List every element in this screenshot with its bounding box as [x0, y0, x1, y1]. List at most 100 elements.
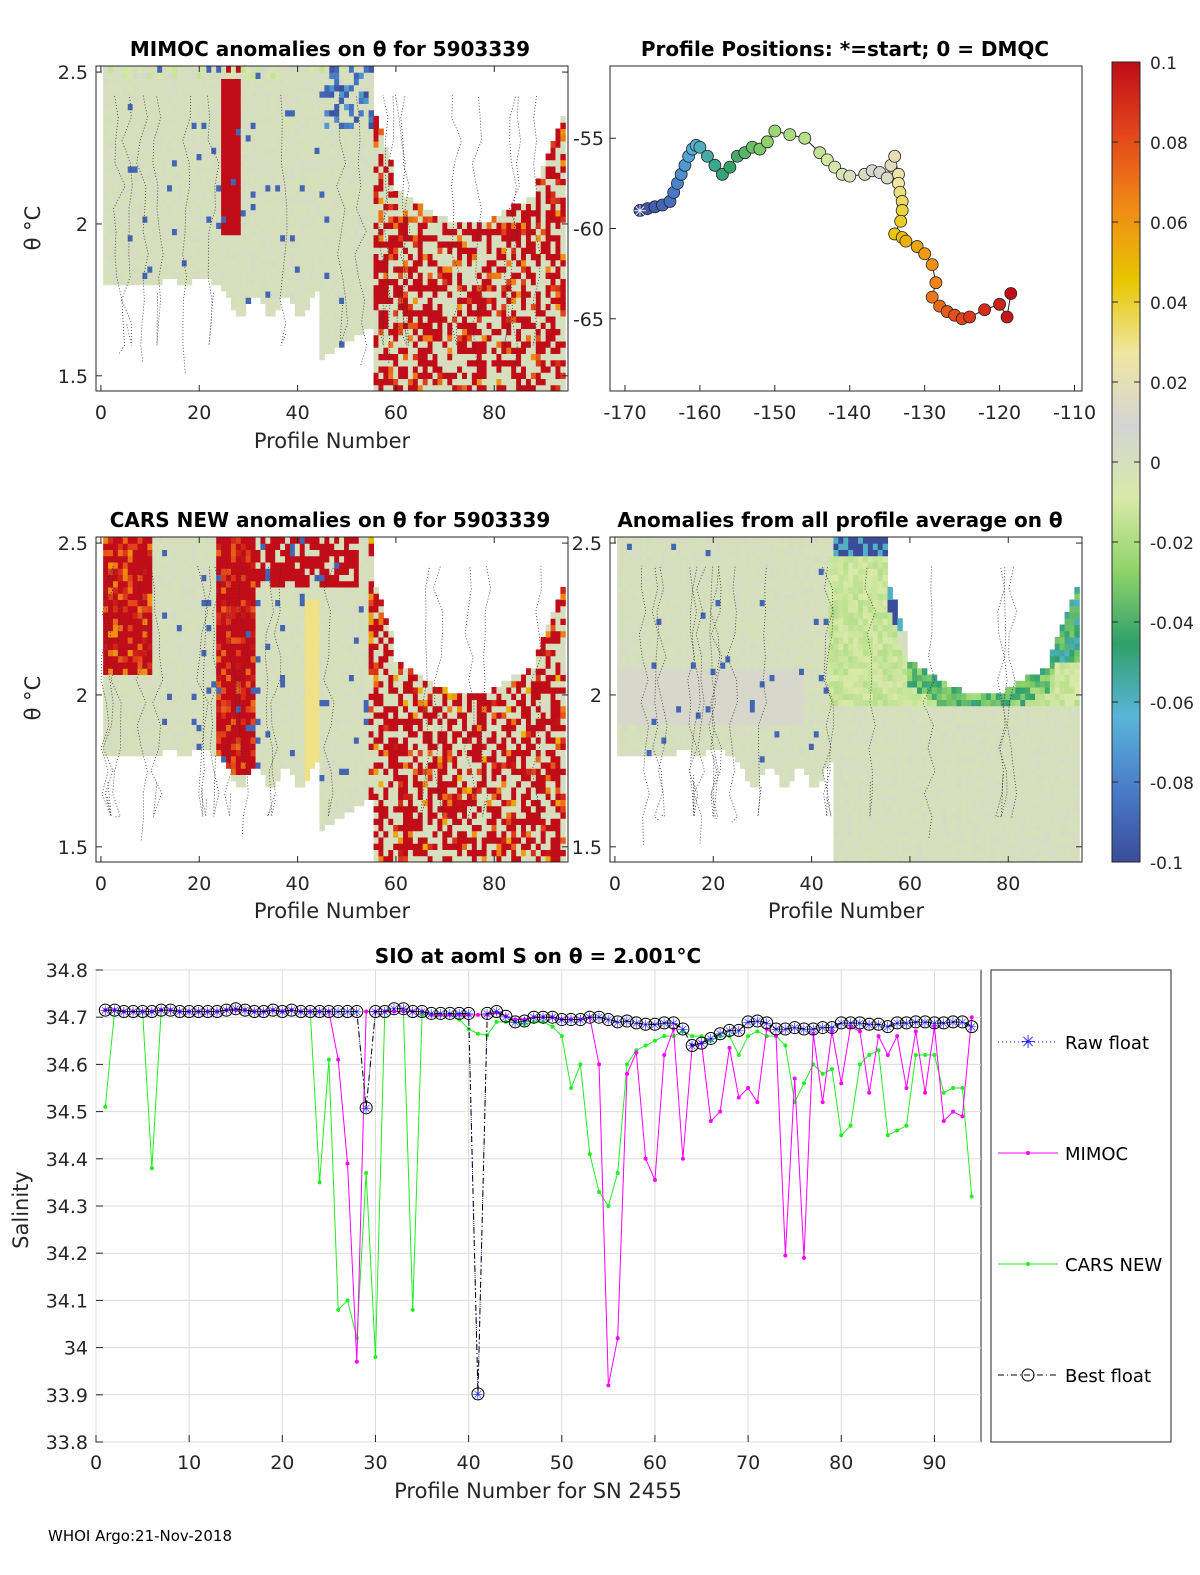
heatmap-cell	[525, 322, 532, 329]
heatmap-cell	[226, 141, 232, 148]
heatmap-cell	[147, 209, 153, 217]
heatmap-cell	[344, 322, 350, 329]
heatmap-cell	[186, 705, 193, 713]
heatmap-cell	[496, 384, 502, 391]
heatmap-cell	[407, 384, 414, 391]
heatmap-cell	[245, 593, 252, 600]
heatmap-cell	[167, 568, 173, 575]
heatmap-cell	[216, 618, 222, 625]
heatmap-cell	[181, 655, 188, 663]
x-tick-label: -150	[753, 402, 796, 424]
heatmap-cell	[304, 278, 311, 286]
heatmap-cell	[550, 197, 556, 204]
heatmap-cell	[211, 705, 217, 713]
heatmap-cell	[344, 109, 350, 117]
heatmap-cell	[103, 272, 109, 279]
heatmap-cell	[378, 297, 384, 304]
heatmap-cell	[240, 537, 247, 544]
heatmap-cell	[299, 774, 306, 782]
heatmap-cell	[127, 599, 134, 607]
heatmap-cell	[216, 574, 222, 582]
heatmap-cell	[112, 630, 119, 638]
heatmap-cell	[196, 241, 202, 248]
heatmap-cell	[393, 197, 399, 204]
heatmap-cell	[412, 303, 419, 311]
profile-position-marker	[978, 303, 992, 317]
heatmap-cell	[147, 203, 153, 211]
heatmap-cell	[255, 178, 261, 186]
heatmap-cell	[147, 278, 153, 286]
heatmap-cell	[265, 234, 271, 242]
heatmap-cell	[132, 172, 139, 179]
heatmap-cell	[230, 141, 237, 148]
heatmap-cell	[545, 278, 552, 286]
heatmap-cell	[186, 178, 193, 186]
heatmap-cell	[211, 580, 217, 588]
heatmap-cell	[560, 378, 566, 386]
heatmap-cell	[452, 259, 458, 267]
heatmap-cell	[157, 599, 163, 607]
heatmap-cell	[250, 272, 257, 279]
y-tick-label: 2	[76, 214, 88, 236]
heatmap-cell	[117, 191, 124, 198]
heatmap-cell	[432, 272, 438, 279]
heatmap-cell	[201, 643, 207, 650]
heatmap-cell	[230, 674, 237, 682]
heatmap-cell	[540, 347, 547, 354]
heatmap-cell	[226, 253, 232, 261]
heatmap-cell	[103, 712, 109, 719]
heatmap-cell	[329, 72, 335, 79]
heatmap-cell	[250, 730, 257, 738]
contour-line	[509, 94, 521, 363]
heatmap-cell	[216, 78, 222, 86]
heatmap-cell	[186, 266, 193, 273]
heatmap-cell	[285, 618, 291, 625]
heatmap-cell	[339, 184, 345, 192]
heatmap-cell	[516, 309, 522, 317]
heatmap-cell	[127, 687, 134, 694]
heatmap-cell	[417, 234, 424, 242]
heatmap-cell	[112, 730, 119, 738]
heatmap-cell	[221, 197, 227, 204]
heatmap-cell	[191, 209, 198, 217]
heatmap-cell	[339, 166, 345, 173]
heatmap-cell	[348, 159, 355, 167]
heatmap-cell	[122, 184, 129, 192]
heatmap-cell	[147, 222, 153, 229]
x-tick-label: -120	[978, 402, 1021, 424]
heatmap-cell	[112, 724, 119, 732]
heatmap-cell	[137, 278, 143, 286]
heatmap-cell	[226, 630, 232, 638]
heatmap-cell	[260, 159, 266, 167]
heatmap-cell	[245, 278, 252, 286]
heatmap-cell	[201, 693, 207, 700]
heatmap-cell	[319, 128, 325, 136]
heatmap-cell	[511, 322, 517, 329]
heatmap-cell	[550, 384, 556, 391]
heatmap-cell	[432, 309, 438, 317]
heatmap-cell	[245, 222, 252, 229]
heatmap-cell	[142, 266, 148, 273]
heatmap-cell	[260, 216, 266, 223]
heatmap-cell	[289, 543, 296, 550]
heatmap-cell	[122, 153, 129, 161]
heatmap-cell	[304, 216, 311, 223]
heatmap-cell	[186, 693, 193, 700]
heatmap-cell	[373, 203, 379, 211]
heatmap-cell	[348, 72, 355, 79]
heatmap-cell	[270, 253, 276, 261]
heatmap-cell	[171, 718, 178, 725]
heatmap-cell	[181, 574, 188, 582]
heatmap-cell	[147, 197, 153, 204]
heatmap-cell	[250, 699, 257, 707]
heatmap-cell	[176, 568, 183, 575]
heatmap-cell	[216, 159, 222, 167]
heatmap-cell	[417, 259, 424, 267]
heatmap-cell	[280, 209, 286, 217]
heatmap-cell	[393, 191, 399, 198]
heatmap-cell	[196, 228, 202, 236]
heatmap-cell	[285, 655, 291, 663]
heatmap-cell	[348, 109, 355, 117]
heatmap-cell	[245, 272, 252, 279]
heatmap-cell	[398, 291, 404, 298]
